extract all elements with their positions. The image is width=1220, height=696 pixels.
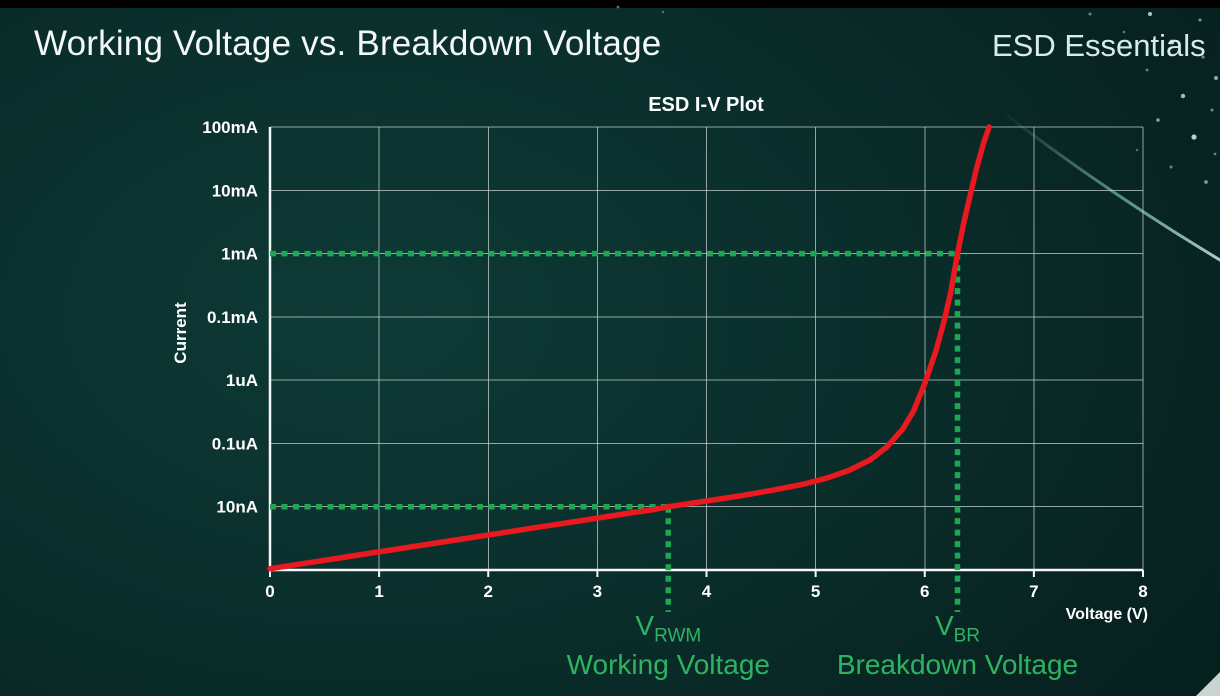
y-tick-label: 1uA	[226, 371, 258, 390]
x-tick-label: 8	[1138, 582, 1147, 601]
y-tick-label: 1mA	[221, 245, 258, 264]
x-tick-label: 7	[1029, 582, 1038, 601]
iv-curve	[267, 124, 992, 572]
y-tick-label: 100mA	[202, 118, 258, 137]
corner-wedge	[1196, 672, 1220, 696]
x-tick-label: 0	[265, 582, 274, 601]
x-tick-label: 6	[920, 582, 929, 601]
y-axis-label: Current	[171, 302, 190, 364]
chart-title: ESD I-V Plot	[648, 94, 764, 116]
top-black-bar	[0, 0, 1220, 8]
x-tick-label: 2	[484, 582, 493, 601]
x-tick-label: 3	[593, 582, 602, 601]
y-tick-label: 10nA	[216, 498, 258, 517]
page-title: Working Voltage vs. Breakdown Voltage	[34, 24, 662, 63]
decorative-dots	[616, 5, 1218, 184]
y-tick-label: 0.1mA	[207, 308, 258, 327]
x-axis-label: Voltage (V)	[1065, 606, 1148, 623]
x-tick-label: 4	[702, 582, 712, 601]
y-tick-label: 0.1uA	[212, 434, 258, 453]
y-tick-label: 10mA	[212, 181, 258, 200]
brand-logo-text: ESD Essentials	[992, 28, 1206, 63]
x-tick-label: 5	[811, 582, 820, 601]
x-tick-label: 1	[374, 582, 383, 601]
